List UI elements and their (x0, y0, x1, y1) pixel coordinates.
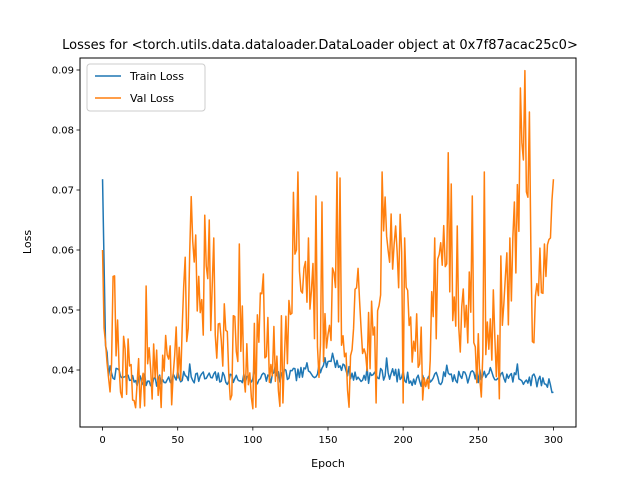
y-axis-label: Loss (21, 230, 34, 254)
y-axis-ticks: 0.04 0.05 0.06 0.07 0.08 0.09 (52, 66, 80, 377)
chart-title: Losses for <torch.utils.data.dataloader.… (62, 38, 578, 53)
x-tick-label: 0 (99, 435, 105, 446)
y-tick-label: 0.05 (52, 306, 74, 317)
y-tick-label: 0.09 (52, 66, 74, 77)
x-tick-label: 250 (469, 435, 488, 446)
y-tick-label: 0.07 (52, 186, 74, 197)
x-tick-label: 50 (171, 435, 184, 446)
y-tick-label: 0.08 (52, 126, 74, 137)
x-tick-label: 100 (243, 435, 262, 446)
legend-label: Val Loss (130, 92, 174, 105)
x-axis-ticks: 0 50 100 150 200 250 300 (99, 427, 563, 446)
x-tick-label: 150 (318, 435, 337, 446)
x-tick-label: 200 (394, 435, 413, 446)
series-lines (101, 69, 555, 410)
series-line-val-loss (101, 69, 555, 410)
legend: Train Loss Val Loss (86, 63, 206, 112)
legend-label: Train Loss (129, 70, 184, 83)
x-tick-label: 300 (544, 435, 563, 446)
y-tick-label: 0.04 (52, 366, 74, 377)
y-tick-label: 0.06 (52, 246, 74, 257)
x-axis-label: Epoch (311, 457, 345, 470)
